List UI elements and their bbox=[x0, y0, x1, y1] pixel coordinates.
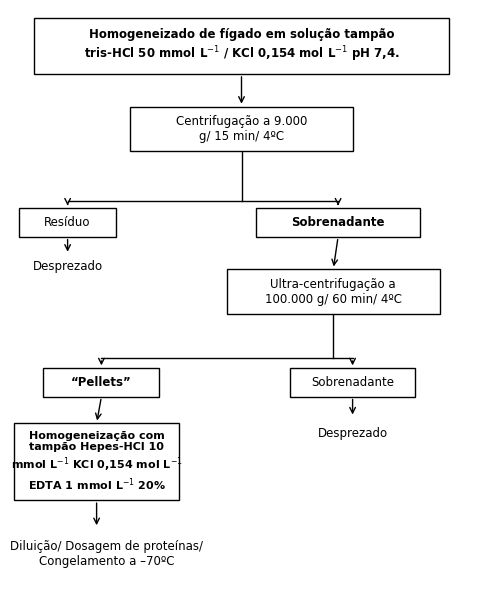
Text: Homogeneizado de fígado em solução tampão
tris-HCl 50 mmol L$^{-1}$ / KCl 0,154 : Homogeneizado de fígado em solução tampã… bbox=[84, 28, 399, 63]
Text: Sobrenadante: Sobrenadante bbox=[311, 376, 394, 389]
Text: Desprezado: Desprezado bbox=[317, 427, 388, 440]
Text: Diluição/ Dosagem de proteínas/
Congelamento a –70ºC: Diluição/ Dosagem de proteínas/ Congelam… bbox=[10, 539, 203, 568]
Text: Centrifugação a 9.000
g/ 15 min/ 4ºC: Centrifugação a 9.000 g/ 15 min/ 4ºC bbox=[176, 115, 307, 143]
Bar bbox=[130, 107, 353, 151]
Text: Homogeneização com
tampão Hepes-HCl 10
mmol L$^{-1}$ KCl 0,154 mol L$^{-1}$
EDTA: Homogeneização com tampão Hepes-HCl 10 m… bbox=[11, 431, 183, 493]
Text: “Pellets”: “Pellets” bbox=[71, 376, 132, 389]
Text: Desprezado: Desprezado bbox=[32, 260, 103, 273]
Text: Resíduo: Resíduo bbox=[44, 216, 91, 229]
Bar bbox=[227, 269, 440, 314]
Bar bbox=[14, 423, 179, 500]
Bar bbox=[43, 368, 159, 397]
Bar bbox=[256, 208, 420, 237]
Text: Sobrenadante: Sobrenadante bbox=[291, 216, 385, 229]
Text: Ultra-centrifugação a
100.000 g/ 60 min/ 4ºC: Ultra-centrifugação a 100.000 g/ 60 min/… bbox=[265, 278, 402, 305]
Bar bbox=[19, 208, 116, 237]
Bar bbox=[290, 368, 415, 397]
Bar bbox=[34, 18, 449, 74]
